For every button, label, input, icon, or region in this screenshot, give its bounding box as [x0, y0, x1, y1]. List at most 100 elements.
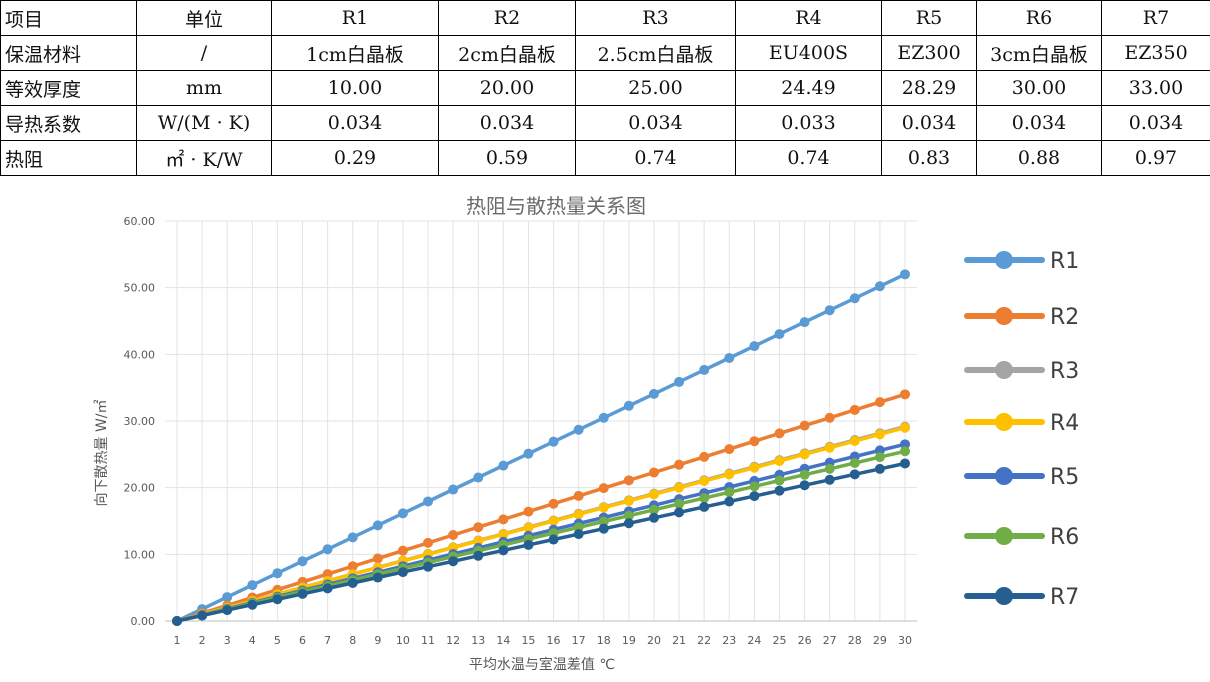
data-point [473, 536, 484, 546]
table-cell: 24.49 [735, 70, 882, 106]
data-point [724, 487, 735, 498]
x-tick-label: 24 [747, 634, 761, 647]
y-tick-label: 0.00 [131, 615, 156, 628]
data-point [598, 483, 609, 494]
x-tick-label: 9 [374, 634, 381, 647]
table-cell: 等效厚度 [0, 70, 137, 106]
data-point [874, 452, 885, 463]
table-cell: 28.29 [881, 70, 977, 106]
legend-item-r3: R3 [964, 359, 1079, 384]
data-point [774, 456, 785, 466]
data-point [900, 439, 910, 450]
table-cell: R3 [575, 0, 736, 36]
data-point [498, 460, 509, 471]
legend-label: R6 [1050, 525, 1079, 550]
data-point [849, 469, 860, 480]
data-point [397, 567, 408, 578]
data-point [623, 400, 634, 411]
data-point [874, 429, 885, 440]
heat-loss-chart: 热阻与散热量关系图 0.00 10.00 20.00 30.00 40.00 50.00 6… [94, 194, 1079, 673]
data-point [749, 491, 760, 502]
data-point [824, 463, 835, 474]
table-cell: R7 [1101, 0, 1210, 36]
data-point [724, 496, 735, 507]
data-point [849, 404, 860, 415]
series-r1 [172, 269, 910, 626]
table-cell: 热阻 [0, 140, 137, 176]
table-cell: R5 [881, 0, 977, 36]
data-point [674, 498, 685, 509]
table-cell: 0.97 [1101, 140, 1210, 176]
data-point [372, 572, 383, 583]
data-point [849, 436, 860, 446]
x-tick-label: 25 [772, 634, 786, 647]
table-cell: 0.83 [881, 140, 977, 176]
x-tick-label: 11 [421, 634, 435, 647]
legend-label: R4 [1050, 411, 1079, 436]
x-tick-label: 27 [823, 634, 837, 647]
data-point [548, 436, 559, 447]
table-cell: R1 [271, 0, 439, 36]
x-tick-label: 28 [848, 634, 862, 647]
x-tick-label: 14 [496, 634, 510, 647]
x-tick-label: 2 [199, 634, 206, 647]
table-cell: R2 [438, 0, 576, 36]
table-cell: 2cm白晶板 [438, 35, 576, 71]
table-cell: 0.034 [438, 105, 576, 141]
data-point [222, 605, 233, 616]
table-cell: 0.034 [976, 105, 1102, 141]
data-point [423, 561, 434, 572]
legend-marker [995, 251, 1013, 269]
data-point [473, 472, 484, 483]
table-cell: R6 [976, 0, 1102, 36]
table-cell: R4 [735, 0, 882, 36]
data-point [674, 507, 685, 518]
table-cell: EZ300 [881, 35, 977, 71]
series-line [176, 449, 906, 623]
x-tick-label: 22 [697, 634, 711, 647]
data-point [824, 442, 835, 453]
data-point [749, 436, 760, 447]
legend-label: R5 [1050, 465, 1079, 490]
x-tick-label: 18 [597, 634, 611, 647]
x-tick-label: 8 [349, 634, 356, 647]
data-point [900, 269, 910, 280]
table-cell: 单位 [136, 0, 272, 36]
series-r7 [172, 458, 910, 626]
y-tick-label: 60.00 [124, 215, 156, 228]
series-line [176, 392, 906, 623]
data-point [724, 444, 735, 455]
data-point [573, 529, 584, 540]
table-cell: 2.5cm白晶板 [575, 35, 736, 71]
data-point [774, 485, 785, 496]
data-point [322, 583, 333, 594]
x-tick-label: 30 [898, 634, 912, 647]
legend-label: R3 [1050, 359, 1079, 384]
data-point [598, 502, 609, 513]
data-point [222, 592, 233, 603]
data-point [247, 580, 258, 591]
data-point [648, 512, 659, 523]
legend-item-r4: R4 [964, 411, 1079, 436]
legend-marker [995, 467, 1013, 485]
table-cell: / [136, 35, 272, 71]
table-cell: 30.00 [976, 70, 1102, 106]
x-tick-label: 5 [274, 634, 281, 647]
x-axis-ticks: 1 2 3 4 5 6 7 8 9 10 11 12 13 14 15 16 17 18 19 20 21 22 23 24 2… [174, 634, 913, 647]
data-point [623, 510, 634, 521]
legend-marker [995, 413, 1013, 431]
data-point [598, 412, 609, 423]
table-row: 保温材料/1cm白晶板 2cm白晶板 2.5cm白晶板 EU400S EZ300 3cm白… [0, 35, 1210, 71]
data-point [423, 496, 434, 507]
legend-item-r7: R7 [964, 585, 1079, 610]
legend-marker [995, 587, 1013, 605]
table-cell: 项目 [0, 0, 137, 36]
data-point [397, 545, 408, 556]
data-point [849, 293, 860, 304]
legend-label: R2 [1050, 305, 1079, 330]
table-cell: ㎡ · K/W [136, 140, 272, 176]
legend-marker [995, 527, 1013, 545]
data-point [322, 544, 333, 555]
x-tick-label: 4 [249, 634, 256, 647]
data-point [724, 469, 735, 480]
